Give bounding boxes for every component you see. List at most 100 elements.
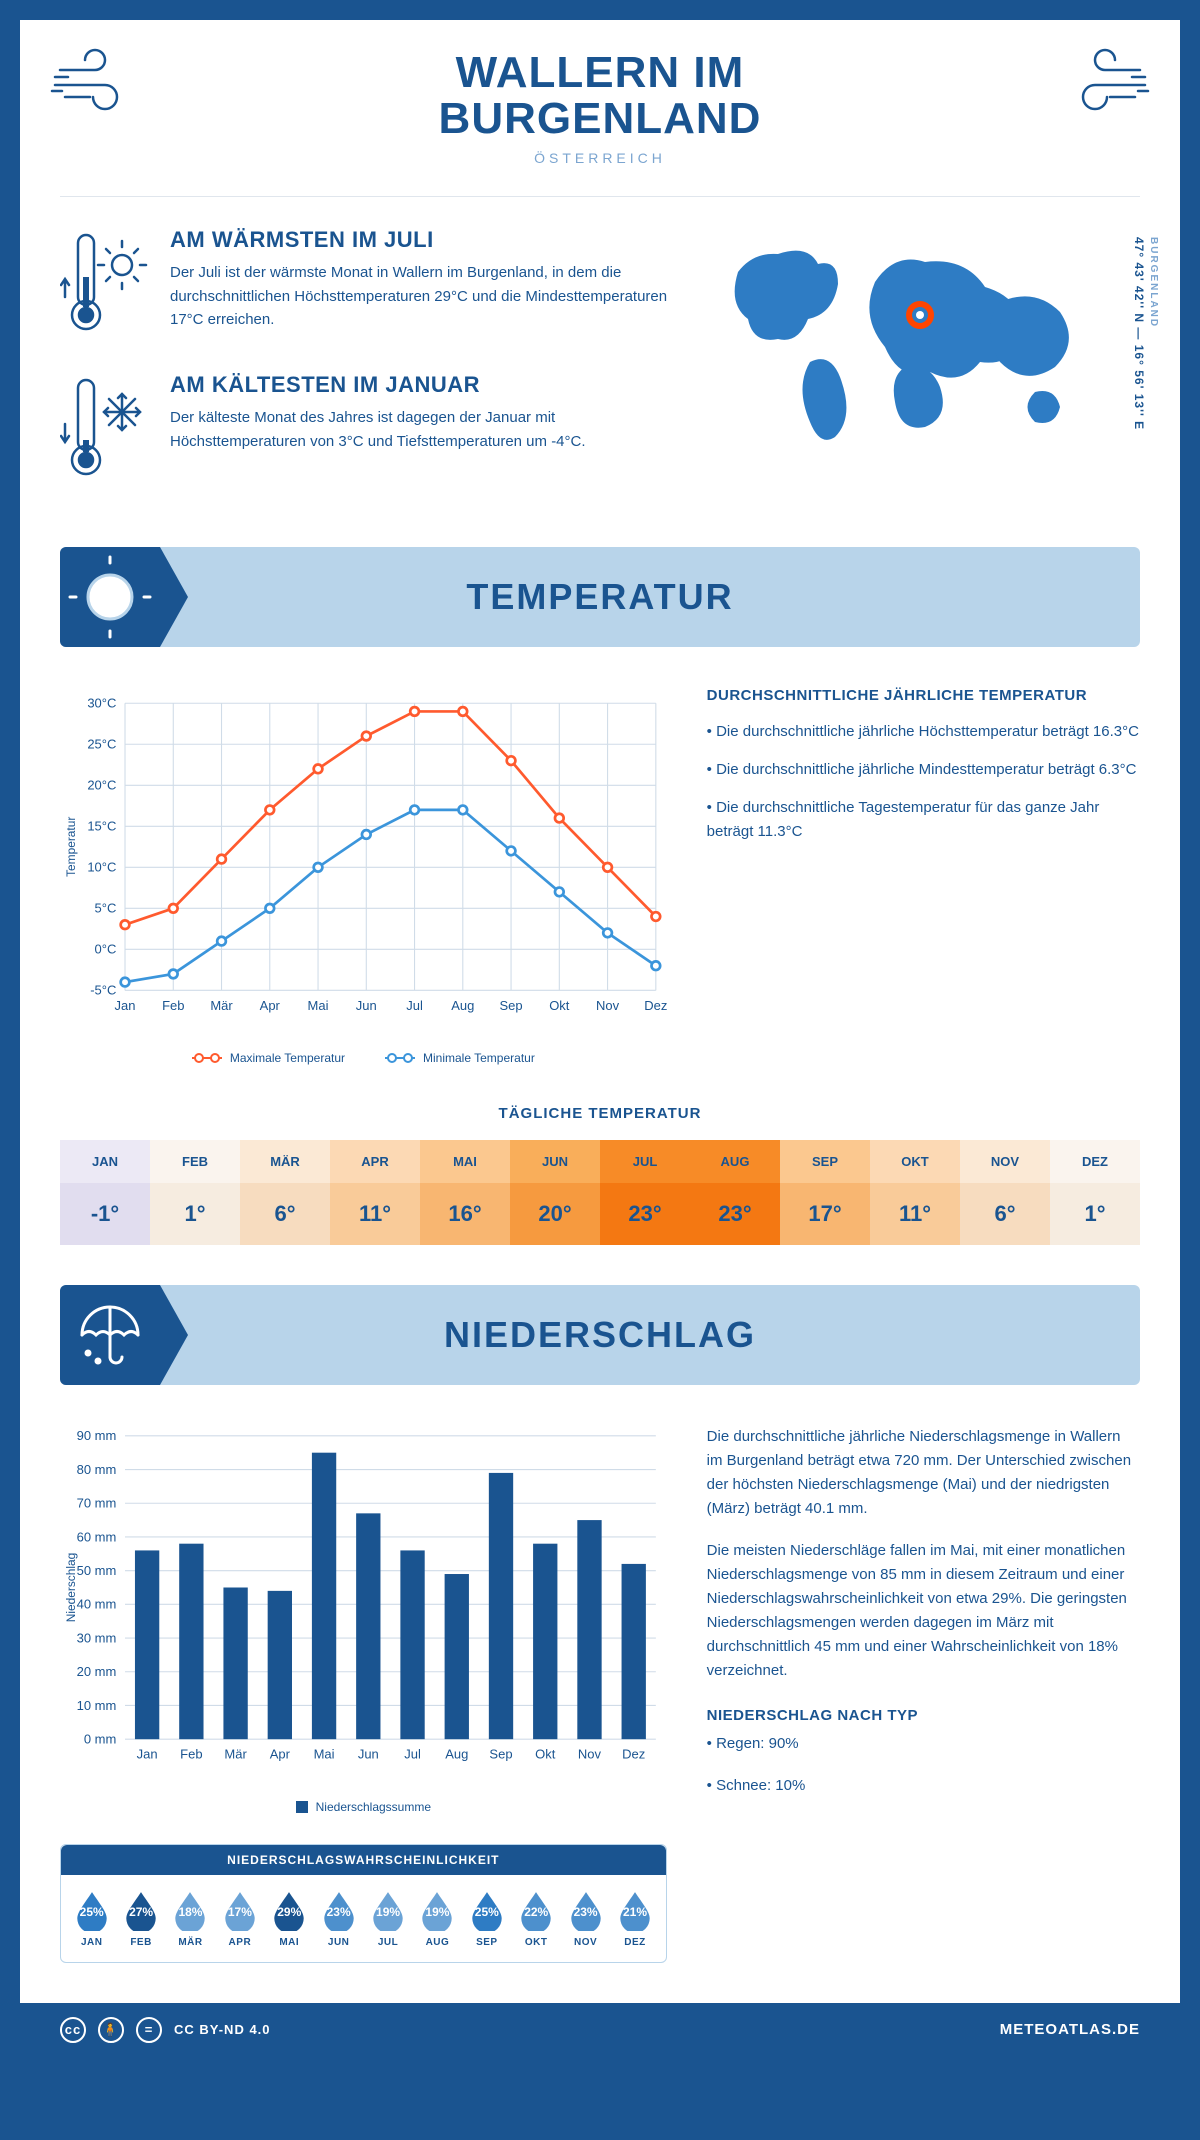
drop-value: 19% [376,1905,400,1919]
umbrella-icon [60,1285,160,1385]
coordinates: BURGENLAND 47° 43' 42'' N — 16° 56' 13''… [1132,237,1160,430]
dt-value: 11° [330,1183,420,1245]
svg-text:-5°C: -5°C [90,983,116,998]
prob-month: APR [215,1937,264,1948]
region-label: BURGENLAND [1148,237,1159,328]
subtitle: ÖSTERREICH [439,150,762,166]
dt-value: 1° [150,1183,240,1245]
drop-icon: 19% [416,1889,458,1931]
prob-month: DEZ [610,1937,659,1948]
fact-coldest: AM KÄLTESTEN IM JANUAR Der kälteste Mona… [60,372,690,487]
prob-month: OKT [512,1937,561,1948]
daily-temp-title: TÄGLICHE TEMPERATUR [20,1105,1180,1122]
temp-legend: Maximale Temperatur Minimale Temperatur [60,1051,667,1065]
svg-text:20°C: 20°C [87,778,116,793]
svg-text:10°C: 10°C [87,860,116,875]
dt-month: AUG [690,1140,780,1183]
svg-text:Sep: Sep [500,998,523,1013]
svg-text:Apr: Apr [270,1747,291,1762]
svg-text:Mär: Mär [224,1747,247,1762]
intro-section: AM WÄRMSTEN IM JULI Der Juli ist der wär… [20,227,1180,547]
drop-icon: 29% [268,1889,310,1931]
svg-text:Mai: Mai [308,998,329,1013]
by-icon: 🧍 [98,2017,124,2043]
svg-text:50 mm: 50 mm [77,1563,117,1578]
dt-month: DEZ [1050,1140,1140,1183]
drop-value: 23% [327,1905,351,1919]
fact-hot-text: Der Juli ist der wärmste Monat in Waller… [170,261,690,331]
svg-text:10 mm: 10 mm [77,1698,117,1713]
page-title: WALLERN IM BURGENLAND ÖSTERREICH [439,50,762,166]
drop-icon: 22% [515,1889,557,1931]
temp-bullet-3: • Die durchschnittliche Tagestemperatur … [707,796,1140,844]
prob-cell: 25% JAN [67,1889,116,1948]
svg-text:70 mm: 70 mm [77,1496,117,1511]
daily-temp-cell: AUG 23° [690,1140,780,1245]
license: cc 🧍 = CC BY-ND 4.0 [60,2017,271,2043]
drop-value: 17% [228,1905,252,1919]
dt-value: -1° [60,1183,150,1245]
daily-temp-cell: JUL 23° [600,1140,690,1245]
precip-content: 0 mm10 mm20 mm30 mm40 mm50 mm60 mm70 mm8… [20,1385,1180,2003]
daily-temp-cell: APR 11° [330,1140,420,1245]
drop-value: 21% [623,1905,647,1919]
temp-bullet-2: • Die durchschnittliche jährliche Mindes… [707,758,1140,782]
sun-icon [60,547,160,647]
divider [60,196,1140,197]
svg-text:Feb: Feb [180,1747,202,1762]
prob-title: NIEDERSCHLAGSWAHRSCHEINLICHKEIT [61,1845,666,1875]
dt-month: MÄR [240,1140,330,1183]
prob-month: SEP [462,1937,511,1948]
svg-text:Feb: Feb [162,998,184,1013]
coords-text: 47° 43' 42'' N — 16° 56' 13'' E [1132,237,1146,430]
dt-value: 17° [780,1183,870,1245]
drop-value: 22% [524,1905,548,1919]
daily-temp-cell: JUN 20° [510,1140,600,1245]
fact-hot-title: AM WÄRMSTEN IM JULI [170,227,690,253]
temp-bullet-1: • Die durchschnittliche jährliche Höchst… [707,720,1140,744]
svg-text:40 mm: 40 mm [77,1597,117,1612]
drop-value: 23% [574,1905,598,1919]
nd-icon: = [136,2017,162,2043]
prob-month: JAN [67,1937,116,1948]
prob-cell: 23% NOV [561,1889,610,1948]
daily-temp-cell: JAN -1° [60,1140,150,1245]
svg-text:Niederschlag: Niederschlag [64,1553,78,1623]
svg-text:Jul: Jul [406,998,423,1013]
svg-text:Mär: Mär [210,998,233,1013]
prob-cell: 19% AUG [413,1889,462,1948]
prob-cell: 22% OKT [512,1889,561,1948]
prob-cell: 27% FEB [116,1889,165,1948]
svg-text:Okt: Okt [549,998,570,1013]
drop-value: 27% [129,1905,153,1919]
dt-month: SEP [780,1140,870,1183]
svg-text:30°C: 30°C [87,696,116,711]
fact-warmest: AM WÄRMSTEN IM JULI Der Juli ist der wär… [60,227,690,342]
header: WALLERN IM BURGENLAND ÖSTERREICH [20,20,1180,186]
svg-text:Mai: Mai [314,1747,335,1762]
svg-text:20 mm: 20 mm [77,1664,117,1679]
precip-banner: NIEDERSCHLAG [60,1285,1140,1385]
drop-icon: 21% [614,1889,656,1931]
svg-text:60 mm: 60 mm [77,1529,117,1544]
legend-max: Maximale Temperatur [230,1051,345,1065]
prob-cell: 18% MÄR [166,1889,215,1948]
map-column: BURGENLAND 47° 43' 42'' N — 16° 56' 13''… [720,227,1140,517]
wind-icon [1050,45,1150,120]
drop-value: 25% [475,1905,499,1919]
fact-cold-text: Der kälteste Monat des Jahres ist dagege… [170,406,690,453]
daily-temp-cell: NOV 6° [960,1140,1050,1245]
title-line2: BURGENLAND [439,94,762,143]
svg-text:Nov: Nov [578,1747,602,1762]
drop-icon: 25% [466,1889,508,1931]
daily-temp-table: JAN -1°FEB 1°MÄR 6°APR 11°MAI 16°JUN 20°… [60,1140,1140,1245]
prob-month: FEB [116,1937,165,1948]
thermometer-hot-icon [60,227,150,342]
svg-text:25°C: 25°C [87,737,116,752]
facts-column: AM WÄRMSTEN IM JULI Der Juli ist der wär… [60,227,690,517]
dt-month: OKT [870,1140,960,1183]
dt-value: 11° [870,1183,960,1245]
svg-text:Sep: Sep [489,1747,512,1762]
precip-text: Die durchschnittliche jährliche Niedersc… [707,1425,1140,1963]
dt-month: JUL [600,1140,690,1183]
